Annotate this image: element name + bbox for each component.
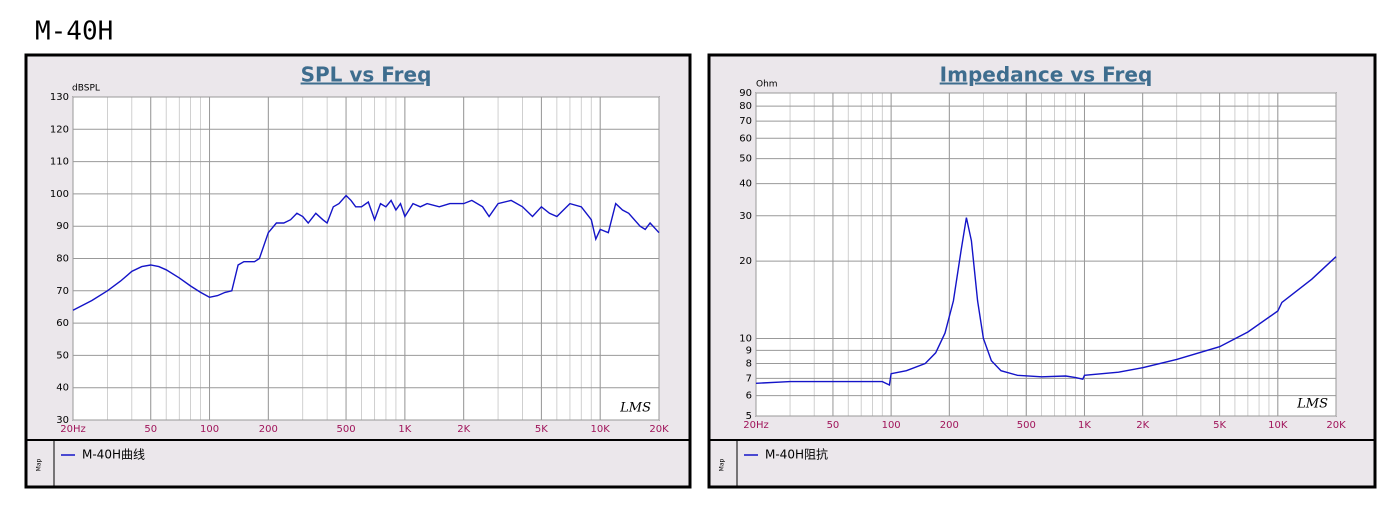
- x-tick-label: 2K: [1136, 420, 1149, 431]
- legend-side-label: Map: [719, 458, 726, 471]
- x-tick-label: 50: [827, 420, 840, 431]
- y-tick-label: 60: [56, 318, 69, 329]
- x-tick-label: 200: [940, 420, 959, 431]
- y-tick-label: 50: [739, 154, 752, 165]
- y-tick-label: 20: [739, 256, 752, 267]
- y-tick-label: 30: [739, 211, 752, 222]
- x-tick-label: 100: [200, 424, 219, 435]
- y-tick-label: 130: [50, 92, 69, 103]
- x-tick-label: 1K: [398, 424, 411, 435]
- x-tick-label: 2K: [457, 424, 470, 435]
- x-tick-label: 1K: [1078, 420, 1091, 431]
- x-tick-label: 20Hz: [743, 420, 769, 431]
- y-tick-label: 40: [739, 179, 752, 190]
- chart-title: SPL vs Freq: [301, 63, 432, 87]
- y-axis-label: Ohm: [756, 80, 778, 90]
- x-tick-label: 50: [144, 424, 157, 435]
- y-tick-label: 9: [746, 345, 752, 356]
- x-tick-label: 10K: [591, 424, 611, 435]
- y-tick-label: 70: [739, 116, 752, 127]
- y-tick-label: 8: [746, 358, 752, 369]
- y-tick-label: 50: [56, 350, 69, 361]
- y-tick-label: 90: [739, 88, 752, 99]
- x-tick-label: 500: [337, 424, 356, 435]
- y-tick-label: 80: [739, 101, 752, 112]
- series-line: [755, 217, 1337, 387]
- x-tick-label: 500: [1017, 420, 1036, 431]
- x-tick-label: 10K: [1268, 420, 1288, 431]
- y-tick-label: 40: [56, 383, 69, 394]
- watermark: LMS: [1296, 397, 1328, 412]
- page-title: M-40H: [35, 17, 113, 47]
- y-axis-label: dBSPL: [72, 84, 100, 94]
- plot-area: [755, 92, 1337, 417]
- y-tick-label: 70: [56, 286, 69, 297]
- y-tick-label: 110: [50, 157, 69, 168]
- y-tick-label: 7: [746, 373, 752, 384]
- x-tick-label: 20K: [1326, 420, 1346, 431]
- chart-panel: SPL vs Freq 20Hz 50 100 200 500 1K 2K 5K 10K 20K 30…: [24, 53, 692, 489]
- legend-side-label: Map: [36, 458, 43, 471]
- chart-panel: Impedance vs Freq 20Hz 50 100 200 500 1K 2K 5K 10…: [707, 53, 1377, 489]
- y-tick-label: 90: [56, 221, 69, 232]
- y-tick-label: 80: [56, 254, 69, 265]
- y-tick-label: 100: [50, 189, 69, 200]
- legend-label: M-40H曲线: [82, 448, 145, 462]
- x-tick-label: 100: [882, 420, 901, 431]
- x-tick-label: 5K: [1213, 420, 1226, 431]
- y-tick-label: 120: [50, 124, 69, 135]
- x-tick-label: 200: [259, 424, 278, 435]
- legend-label: M-40H阻抗: [765, 447, 828, 462]
- watermark: LMS: [619, 401, 651, 416]
- y-tick-label: 5: [746, 411, 752, 422]
- chart-title: Impedance vs Freq: [940, 63, 1153, 87]
- y-tick-label: 6: [746, 391, 752, 402]
- x-tick-label: 5K: [535, 424, 548, 435]
- y-tick-label: 10: [739, 334, 752, 345]
- series-line: [72, 194, 660, 311]
- x-tick-label: 20K: [649, 424, 669, 435]
- x-tick-label: 20Hz: [60, 424, 86, 435]
- y-tick-label: 60: [739, 133, 752, 144]
- y-tick-label: 30: [56, 415, 69, 426]
